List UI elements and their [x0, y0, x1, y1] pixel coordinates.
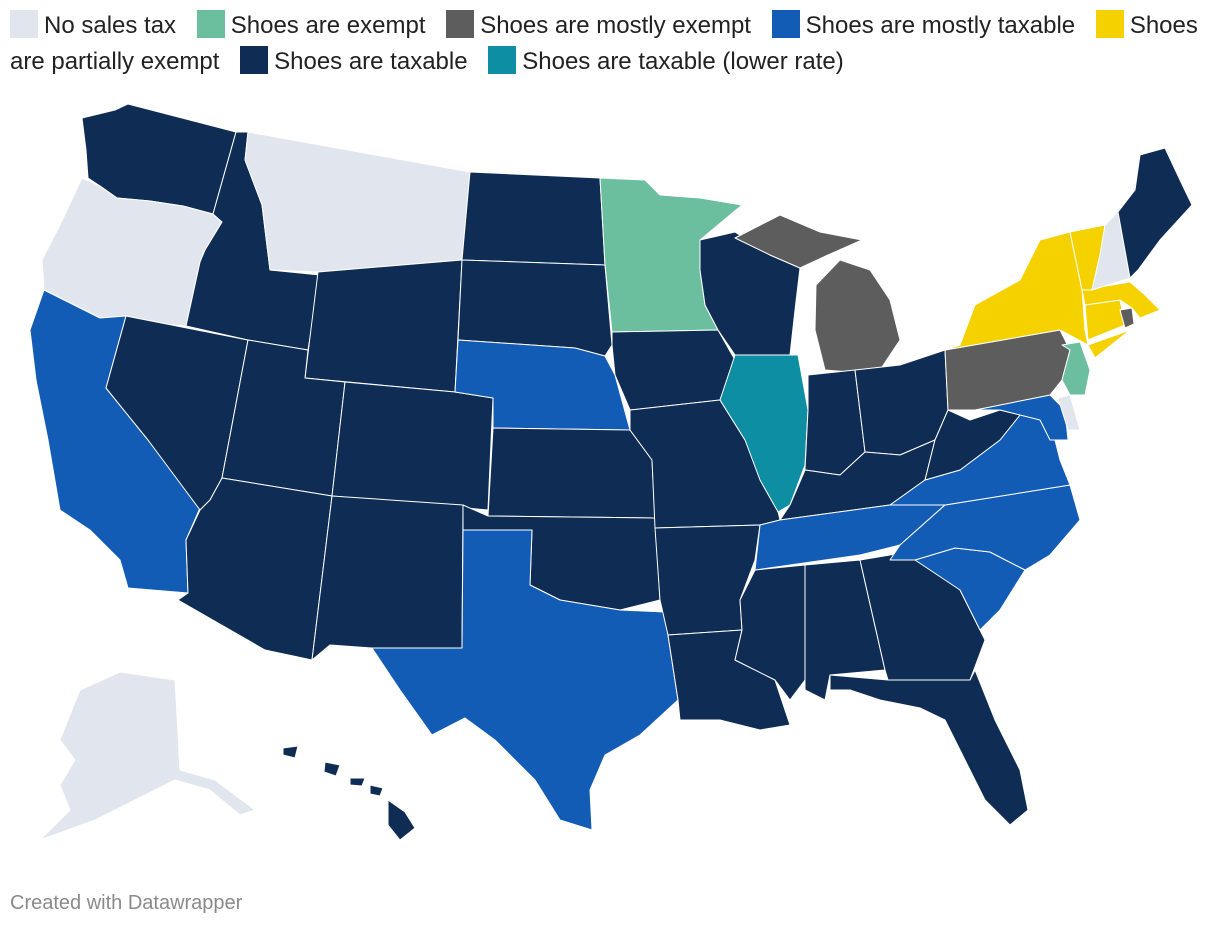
state-KS[interactable]	[487, 427, 656, 519]
state-RI[interactable]	[1119, 307, 1135, 329]
state-IN[interactable]	[804, 369, 866, 476]
legend-swatch	[446, 10, 475, 38]
legend-item-taxable-lower-rate[interactable]: Shoes are taxable (lower rate)	[488, 46, 844, 75]
state-WY[interactable]	[304, 259, 463, 393]
state-ME[interactable]	[1117, 147, 1193, 279]
legend-label: Shoes are taxable (lower rate)	[522, 48, 844, 75]
state-IL[interactable]	[719, 354, 809, 513]
legend-label: Shoes are exempt	[230, 12, 426, 39]
state-HI[interactable]	[282, 745, 416, 841]
legend-label: No sales tax	[44, 12, 177, 39]
legend-item-mostly-exempt[interactable]: Shoes are mostly exempt	[446, 10, 751, 39]
legend-swatch	[10, 10, 38, 38]
legend-label: Shoes are taxable	[274, 48, 468, 75]
state-NM[interactable]	[311, 495, 464, 661]
legend-swatch	[196, 10, 225, 38]
legend-label: Shoes are mostly exempt	[480, 12, 751, 39]
state-TX[interactable]	[371, 529, 679, 831]
datawrapper-credit[interactable]: Created with Datawrapper	[10, 892, 243, 914]
legend-label: Shoes are partially exempt	[10, 12, 1198, 75]
state-NJ[interactable]	[1061, 341, 1091, 396]
state-CO[interactable]	[331, 381, 494, 511]
legend: No sales tax Shoes are exempt Shoes are …	[10, 8, 1210, 80]
legend-label: Shoes are mostly taxable	[805, 12, 1076, 39]
state-DE[interactable]	[1057, 394, 1081, 431]
us-states-map	[29, 103, 1193, 841]
state-MA[interactable]	[1081, 281, 1161, 319]
legend-item-partially-exempt[interactable]: Shoes are partially exempt	[10, 10, 1198, 75]
state-MD[interactable]	[974, 394, 1069, 441]
state-IA[interactable]	[611, 329, 736, 411]
legend-swatch	[240, 46, 269, 74]
state-NH[interactable]	[1091, 211, 1131, 291]
state-PA[interactable]	[944, 329, 1071, 411]
legend-item-taxable[interactable]: Shoes are taxable	[240, 46, 468, 75]
legend-item-no-sales-tax[interactable]: No sales tax	[10, 10, 177, 39]
state-MI[interactable]	[734, 214, 901, 373]
state-ND[interactable]	[461, 171, 606, 266]
legend-swatch	[1095, 10, 1124, 38]
state-AK[interactable]	[39, 671, 256, 841]
legend-item-exempt[interactable]: Shoes are exempt	[196, 10, 426, 39]
legend-swatch	[771, 10, 800, 38]
state-FL[interactable]	[829, 669, 1029, 826]
state-MT[interactable]	[244, 131, 471, 273]
legend-swatch	[488, 46, 517, 74]
legend-item-mostly-taxable[interactable]: Shoes are mostly taxable	[771, 10, 1076, 39]
